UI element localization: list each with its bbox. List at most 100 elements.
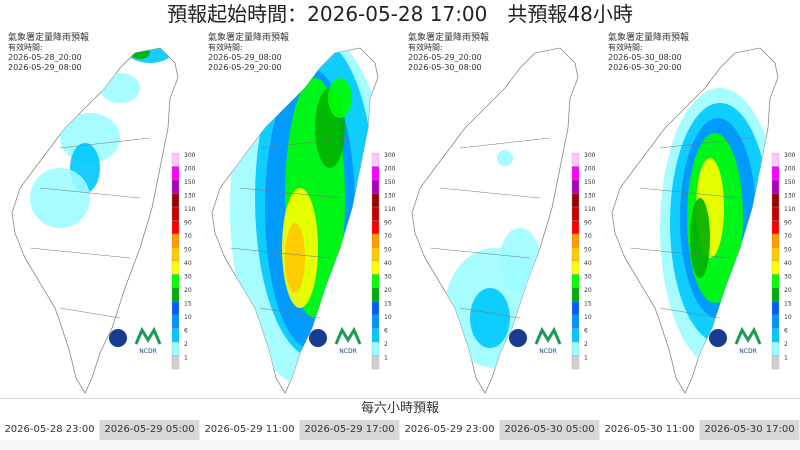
- time-tab[interactable]: 2026-05-29 05:00: [100, 420, 200, 440]
- county-lines: [29, 137, 151, 319]
- scale-swatch: [371, 247, 380, 262]
- scale-label: 1: [784, 355, 788, 362]
- map-panel: 氣象署定量降雨預報有效時間:2026-05-29_08:002026-05-29…: [208, 31, 396, 394]
- scale-swatch: [571, 152, 580, 167]
- time-tab[interactable]: 2026-05-30 11:00: [600, 420, 700, 440]
- scale-swatch: [771, 287, 780, 302]
- scale-label: 15: [784, 301, 792, 308]
- scale-label: 110: [584, 206, 596, 213]
- scale-swatch: [171, 314, 180, 329]
- scale-label: 2: [784, 341, 788, 348]
- scale-swatch: [571, 247, 580, 262]
- scale-swatch: [371, 274, 380, 289]
- ncdr-logo: [734, 326, 762, 345]
- logo-text: NCDR: [739, 348, 756, 355]
- scale-label: 30: [384, 274, 392, 281]
- scale-label: 10: [584, 314, 592, 321]
- scale-label: 110: [384, 206, 396, 213]
- scale-swatch: [771, 260, 780, 275]
- scale-label: 90: [184, 220, 192, 227]
- map-panel: 氣象署定量降雨預報有效時間:2026-05-30_08:002026-05-30…: [608, 31, 796, 394]
- scale-label: 50: [584, 247, 592, 254]
- panel-end: 2026-05-30_20:00: [608, 63, 682, 72]
- scale-label: 110: [784, 206, 796, 213]
- scale-swatch: [571, 287, 580, 302]
- time-tab[interactable]: 2026-05-28 23:00: [0, 420, 100, 440]
- scale-swatch: [371, 193, 380, 208]
- scale-label: 15: [384, 301, 392, 308]
- time-tab[interactable]: 2026-05-30 17:00: [700, 420, 800, 440]
- scale-swatch: [771, 152, 780, 167]
- scale-label: 130: [584, 193, 596, 200]
- scale-swatch: [571, 260, 580, 275]
- map-panel: 氣象署定量降雨預報有效時間:2026-05-29_20:002026-05-30…: [408, 31, 596, 394]
- scale-swatch: [571, 179, 580, 194]
- scale-label: 2: [384, 341, 388, 348]
- scale-label: 6: [784, 328, 788, 335]
- panel-start: 2026-05-28_20:00: [8, 53, 82, 62]
- panel-valid: 有效時間:: [8, 42, 43, 52]
- time-tab[interactable]: 2026-05-29 11:00: [200, 420, 300, 440]
- scale-swatch: [371, 152, 380, 167]
- scale-label: 20: [384, 287, 392, 294]
- rain-patch: [690, 198, 710, 278]
- rain-patch: [470, 288, 510, 348]
- scale-swatch: [371, 328, 380, 343]
- scale-label: 40: [784, 260, 792, 267]
- scale-swatch: [171, 193, 180, 208]
- cwa-logo: [309, 329, 327, 347]
- scale-swatch: [571, 341, 580, 356]
- scale-label: 150: [184, 179, 196, 186]
- scale-label: 150: [584, 179, 596, 186]
- logo-text: NCDR: [139, 348, 156, 355]
- time-tab[interactable]: 2026-05-29 23:00: [400, 420, 500, 440]
- scale-label: 300: [584, 152, 596, 159]
- scale-swatch: [571, 274, 580, 289]
- scale-swatch: [371, 233, 380, 248]
- panel-end: 2026-05-29_08:00: [8, 63, 82, 72]
- scale-swatch: [171, 355, 180, 370]
- scale-label: 150: [384, 179, 396, 186]
- panel-header: 氣象署定量降雨預報: [208, 31, 289, 43]
- panel-start: 2026-05-29_08:00: [208, 53, 282, 62]
- rain-patch: [328, 78, 352, 118]
- county-lines: [429, 137, 551, 319]
- time-tab[interactable]: 2026-05-30 05:00: [500, 420, 600, 440]
- scale-swatch: [771, 314, 780, 329]
- rain-patch: [30, 168, 90, 228]
- scale-label: 20: [184, 287, 192, 294]
- scale-swatch: [771, 274, 780, 289]
- logo-text: NCDR: [539, 348, 556, 355]
- scale-label: 1: [184, 355, 188, 362]
- tab-bar: 2026-05-28 23:00 2026-05-29 05:00 2026-05-…: [0, 420, 800, 440]
- scale-label: 6: [184, 328, 188, 335]
- time-tab[interactable]: 2026-05-29 17:00: [300, 420, 400, 440]
- scale-label: 70: [784, 233, 792, 240]
- scale-swatch: [171, 301, 180, 316]
- panel-end: 2026-05-30_08:00: [408, 63, 482, 72]
- scale-swatch: [571, 233, 580, 248]
- panel-start: 2026-05-30_08:00: [608, 53, 682, 62]
- page-title: 預報起始時間：2026-05-28 17:00 共預報48小時: [167, 2, 633, 26]
- scale-swatch: [771, 220, 780, 235]
- cwa-logo: [109, 329, 127, 347]
- scale-label: 10: [384, 314, 392, 321]
- scale-swatch: [571, 328, 580, 343]
- scale-swatch: [371, 341, 380, 356]
- rain-patch: [130, 48, 150, 59]
- logo-text: NCDR: [339, 348, 356, 355]
- scale-swatch: [771, 247, 780, 262]
- panel-valid: 有效時間:: [208, 42, 243, 52]
- scale-swatch: [771, 341, 780, 356]
- scale-label: 20: [784, 287, 792, 294]
- scale-swatch: [171, 274, 180, 289]
- scale-swatch: [571, 301, 580, 316]
- section-heading: 每六小時預報: [0, 398, 800, 419]
- rain-patch: [100, 73, 140, 103]
- scale-label: 50: [384, 247, 392, 254]
- scale-swatch: [171, 328, 180, 343]
- ncdr-logo: [534, 326, 562, 345]
- scale-label: 200: [784, 166, 796, 173]
- scale-label: 2: [184, 341, 188, 348]
